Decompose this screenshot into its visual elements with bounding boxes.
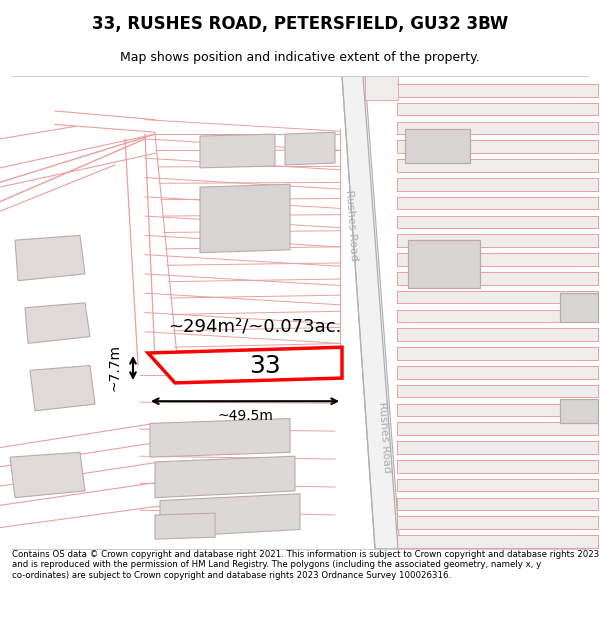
Text: Contains OS data © Crown copyright and database right 2021. This information is : Contains OS data © Crown copyright and d… — [12, 550, 599, 580]
Text: 33: 33 — [249, 354, 281, 377]
Polygon shape — [397, 216, 598, 228]
Polygon shape — [408, 240, 480, 288]
Polygon shape — [397, 498, 598, 510]
Polygon shape — [397, 272, 598, 284]
Polygon shape — [10, 452, 85, 498]
Polygon shape — [397, 535, 598, 548]
Text: ~49.5m: ~49.5m — [217, 409, 273, 422]
Polygon shape — [150, 419, 290, 457]
Polygon shape — [397, 328, 598, 341]
Polygon shape — [560, 399, 598, 423]
Polygon shape — [148, 348, 342, 383]
Polygon shape — [397, 460, 598, 472]
Polygon shape — [397, 479, 598, 491]
Text: 33, RUSHES ROAD, PETERSFIELD, GU32 3BW: 33, RUSHES ROAD, PETERSFIELD, GU32 3BW — [92, 16, 508, 33]
Polygon shape — [397, 348, 598, 360]
Polygon shape — [397, 441, 598, 454]
Polygon shape — [405, 129, 470, 163]
Text: Rushes Road: Rushes Road — [377, 402, 391, 474]
Polygon shape — [200, 134, 275, 168]
Polygon shape — [397, 404, 598, 416]
Polygon shape — [397, 234, 598, 247]
Text: Map shows position and indicative extent of the property.: Map shows position and indicative extent… — [120, 51, 480, 64]
Polygon shape — [397, 291, 598, 303]
Polygon shape — [397, 309, 598, 322]
Polygon shape — [560, 293, 598, 322]
Polygon shape — [155, 513, 215, 539]
Polygon shape — [397, 516, 598, 529]
Polygon shape — [160, 494, 300, 537]
Polygon shape — [397, 178, 598, 191]
Polygon shape — [397, 422, 598, 435]
Polygon shape — [397, 102, 598, 115]
Polygon shape — [155, 456, 295, 498]
Polygon shape — [342, 76, 400, 549]
Polygon shape — [397, 84, 598, 96]
Polygon shape — [397, 385, 598, 398]
Polygon shape — [285, 132, 335, 165]
Polygon shape — [365, 76, 398, 101]
Text: ~294m²/~0.073ac.: ~294m²/~0.073ac. — [169, 318, 341, 336]
Polygon shape — [15, 236, 85, 281]
Polygon shape — [397, 159, 598, 172]
Polygon shape — [397, 197, 598, 209]
Polygon shape — [397, 141, 598, 153]
Polygon shape — [397, 122, 598, 134]
Text: Rushes Road: Rushes Road — [344, 190, 358, 262]
Polygon shape — [200, 184, 290, 253]
Polygon shape — [30, 366, 95, 411]
Polygon shape — [397, 253, 598, 266]
Polygon shape — [397, 366, 598, 379]
Polygon shape — [25, 303, 90, 343]
Text: ~7.7m: ~7.7m — [108, 344, 122, 391]
